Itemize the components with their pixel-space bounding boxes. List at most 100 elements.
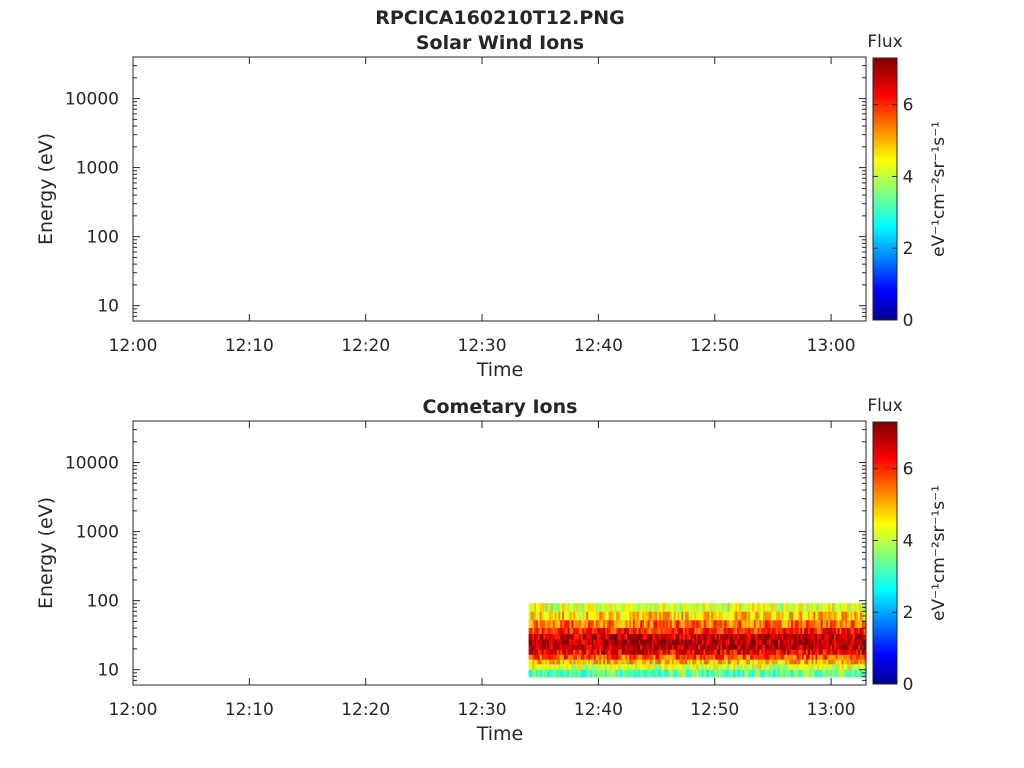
spectrogram-cell xyxy=(584,669,587,678)
spectrogram-cell xyxy=(625,659,628,665)
spectrogram-cell xyxy=(653,659,656,665)
spectrogram-cell xyxy=(690,654,693,660)
spectrogram-cell xyxy=(645,649,649,656)
spectrogram-cell xyxy=(822,639,825,646)
spectrogram-cell xyxy=(610,664,613,671)
spectrogram-cell xyxy=(642,669,645,678)
spectrogram-cell xyxy=(536,644,539,651)
spectrogram-cell xyxy=(651,627,654,635)
spectrogram-cell xyxy=(543,603,546,612)
spectrogram-cell xyxy=(716,654,719,660)
spectrogram-cell xyxy=(744,644,747,651)
spectrogram-cell xyxy=(619,644,622,651)
spectrogram-cell xyxy=(670,654,673,660)
spectrogram-cell xyxy=(757,669,760,678)
spectrogram-cell xyxy=(630,611,634,621)
spectrogram-cell xyxy=(720,627,723,635)
spectrogram-cell xyxy=(658,664,662,671)
spectrogram-cell xyxy=(718,603,721,612)
spectrogram-cell xyxy=(601,659,604,665)
spectrogram-cell xyxy=(815,634,818,640)
spectrogram-cell xyxy=(638,659,641,665)
spectrogram-cell xyxy=(755,669,758,678)
spectrogram-cell xyxy=(724,611,727,621)
spectrogram-cell xyxy=(584,664,587,671)
spectrogram-cell xyxy=(575,654,578,660)
spectrogram-cell xyxy=(733,603,736,612)
spectrogram-cell xyxy=(858,603,861,612)
spectrogram-cell xyxy=(632,649,635,656)
spectrogram-cell xyxy=(742,649,745,656)
spectrogram-cell xyxy=(608,639,611,646)
spectrogram-cell xyxy=(601,611,604,621)
spectrogram-cell xyxy=(709,649,712,656)
spectrogram-cell xyxy=(714,644,717,651)
spectrogram-cell xyxy=(614,644,617,651)
spectrogram-cell xyxy=(582,659,585,665)
spectrogram-cell xyxy=(778,639,781,646)
spectrogram-cell xyxy=(684,634,688,640)
spectrogram-cell xyxy=(591,611,595,621)
spectrogram-cell xyxy=(787,620,790,629)
spectrogram-cell xyxy=(696,659,699,665)
spectrogram-cell xyxy=(580,634,583,640)
spectrogram-cell xyxy=(796,664,799,671)
spectrogram-cell xyxy=(677,603,680,612)
spectrogram-cell xyxy=(616,649,619,656)
spectrogram-cell xyxy=(863,654,866,660)
spectrogram-cell xyxy=(776,627,779,635)
spectrogram-cell xyxy=(636,634,639,640)
spectrogram-cell xyxy=(658,620,662,629)
spectrogram-cell xyxy=(774,620,777,629)
spectrogram-cell xyxy=(629,620,632,629)
spectrogram-cell xyxy=(776,620,779,629)
spectrogram-cell xyxy=(746,611,749,621)
spectrogram-cell xyxy=(727,664,730,671)
spectrogram-cell xyxy=(692,649,695,656)
spectrogram-cell xyxy=(569,634,572,640)
spectrogram-cell xyxy=(664,639,667,646)
spectrogram-cell xyxy=(679,649,682,656)
spectrogram-cell xyxy=(818,664,822,671)
spectrogram-cell xyxy=(534,664,537,671)
spectrogram-cell xyxy=(580,644,583,651)
spectrogram-cell xyxy=(843,654,846,660)
spectrogram-cell xyxy=(571,649,574,656)
spectrogram-cell xyxy=(625,664,628,671)
spectrogram-cell xyxy=(668,664,671,671)
spectrogram-cell xyxy=(709,603,712,612)
spectrogram-cell xyxy=(843,627,846,635)
spectrogram-cell xyxy=(837,620,840,629)
spectrogram-cell xyxy=(630,669,634,678)
spectrogram-cell xyxy=(830,669,833,678)
spectrogram-cell xyxy=(802,654,805,660)
spectrogram-cell xyxy=(850,654,853,660)
spectrogram-cell xyxy=(684,611,688,621)
spectrogram-cell xyxy=(668,603,671,612)
spectrogram-cell xyxy=(711,634,714,640)
spectrogram-cell xyxy=(722,611,725,621)
spectrogram-cell xyxy=(802,659,805,665)
spectrogram-cell xyxy=(802,634,805,640)
spectrogram-cell xyxy=(856,654,859,660)
spectrogram-cell xyxy=(766,644,770,651)
spectrogram-cell xyxy=(818,627,822,635)
spectrogram-cell xyxy=(586,669,589,678)
spectrogram-cell xyxy=(735,603,738,612)
spectrogram-cell xyxy=(558,664,561,671)
spectrogram-cell xyxy=(550,669,554,678)
spectrogram-cell xyxy=(621,644,624,651)
spectrogram-cell xyxy=(785,639,788,646)
spectrogram-cell xyxy=(634,627,637,635)
spectrogram-cell xyxy=(588,649,591,656)
spectrogram-cell xyxy=(783,620,786,629)
spectrogram-cell xyxy=(835,659,838,665)
spectrogram-cell xyxy=(545,603,548,612)
spectrogram-cell xyxy=(645,654,649,660)
spectrogram-cell xyxy=(856,669,859,678)
spectrogram-cell xyxy=(798,654,801,660)
spectrogram-cell xyxy=(863,659,866,665)
spectrogram-cell xyxy=(684,649,688,656)
spectrogram-cell xyxy=(711,644,714,651)
spectrogram-cell xyxy=(861,627,864,635)
